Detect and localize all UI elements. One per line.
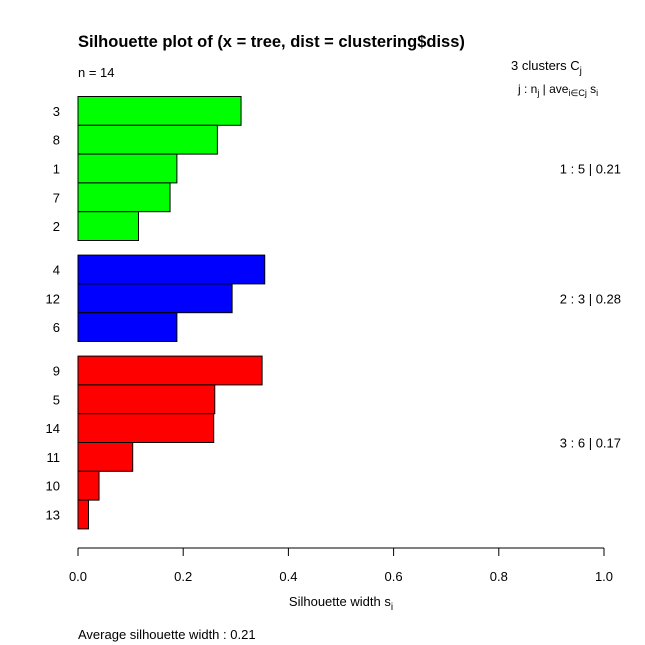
silhouette-bar-6 bbox=[77, 312, 178, 343]
header-j-sub: j bbox=[536, 88, 539, 98]
average-silhouette-footer: Average silhouette width : 0.21 bbox=[78, 627, 256, 642]
cluster-summary-1: 1 : 5 | 0.21 bbox=[560, 162, 621, 177]
x-tick-label: 0.8 bbox=[490, 569, 508, 584]
observation-label-9: 9 bbox=[53, 364, 60, 379]
x-tick-label: 1.0 bbox=[595, 569, 613, 584]
header-j: j : n bbox=[517, 82, 537, 96]
silhouette-bar-13 bbox=[77, 499, 90, 530]
x-tick-label: 0.0 bbox=[69, 569, 87, 584]
cluster-summaries-group: 1 : 5 | 0.21 2 : 3 | 0.28 3 : 6 | 0.17 bbox=[560, 162, 621, 451]
observation-label-11: 11 bbox=[47, 450, 61, 465]
chart-title: Silhouette plot of (x = tree, dist = clu… bbox=[78, 33, 465, 51]
observation-label-1: 1 bbox=[53, 162, 60, 177]
x-tick-label: 0.2 bbox=[174, 569, 192, 584]
observation-label-3: 3 bbox=[53, 104, 60, 119]
silhouette-bar-1 bbox=[77, 153, 178, 184]
cluster-summary-3: 3 : 6 | 0.17 bbox=[560, 436, 621, 451]
observation-label-10: 10 bbox=[46, 479, 60, 494]
n-label: n = 14 bbox=[78, 65, 115, 80]
silhouette-bar-3 bbox=[77, 96, 242, 126]
silhouette-bar-7 bbox=[77, 182, 171, 213]
x-tick-label: 0.6 bbox=[385, 569, 403, 584]
observation-label-4: 4 bbox=[53, 263, 60, 278]
silhouette-bar-10 bbox=[77, 470, 100, 501]
silhouette-bar-14 bbox=[77, 413, 215, 444]
header-ave: | ave bbox=[539, 82, 568, 96]
observation-label-2: 2 bbox=[53, 219, 60, 234]
clusters-header-text: 3 clusters C bbox=[511, 58, 580, 73]
header-s: s bbox=[587, 82, 596, 96]
observation-label-8: 8 bbox=[53, 133, 60, 148]
silhouette-bar-9 bbox=[77, 355, 263, 386]
clusters-header-sub: j bbox=[579, 66, 582, 77]
x-axis-label-sub: i bbox=[391, 602, 393, 613]
cluster-columns-header: j : nj | avei∈Cj si bbox=[517, 82, 598, 98]
x-tick-label: 0.4 bbox=[279, 569, 297, 584]
silhouette-bar-2 bbox=[77, 211, 139, 241]
silhouette-bar-12 bbox=[77, 283, 233, 314]
x-axis-label: Silhouette width si bbox=[289, 594, 393, 613]
observation-label-14: 14 bbox=[46, 421, 60, 436]
observation-label-5: 5 bbox=[53, 392, 60, 407]
bars-group bbox=[77, 96, 266, 530]
header-ave-sub: i∈Cj bbox=[568, 88, 586, 98]
clusters-header: 3 clusters Cj bbox=[511, 58, 582, 77]
silhouette-bar-11 bbox=[77, 442, 134, 472]
observation-label-12: 12 bbox=[46, 291, 60, 306]
row-labels-group: 3 8 1 7 2 4 12 6 9 5 14 11 10 13 bbox=[46, 104, 60, 523]
observation-label-6: 6 bbox=[53, 320, 60, 335]
observation-label-13: 13 bbox=[46, 508, 60, 523]
observation-label-7: 7 bbox=[53, 190, 60, 205]
x-axis-ticks: 0.0 0.2 0.4 0.6 0.8 1.0 bbox=[69, 548, 613, 584]
header-s-sub: i bbox=[596, 88, 598, 98]
silhouette-bar-5 bbox=[77, 384, 216, 415]
silhouette-bar-4 bbox=[77, 254, 266, 285]
silhouette-bar-8 bbox=[77, 124, 218, 155]
x-axis-label-text: Silhouette width s bbox=[289, 594, 391, 609]
cluster-summary-2: 2 : 3 | 0.28 bbox=[560, 291, 621, 306]
